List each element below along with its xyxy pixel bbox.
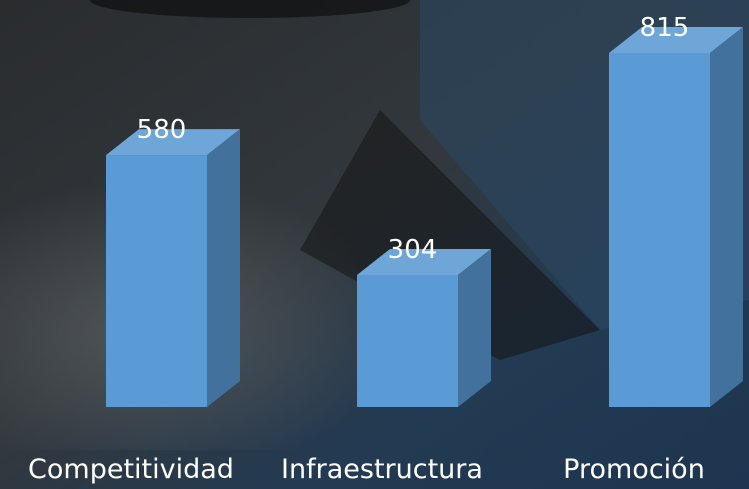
bar-side [710, 27, 743, 407]
value-label: 304 [388, 235, 438, 265]
bar-side [207, 129, 240, 407]
x-tick-label: Competitividad [28, 454, 234, 485]
bar-side [458, 249, 491, 407]
bar [357, 275, 458, 407]
x-tick-label: Infraestructura [281, 454, 483, 485]
chart: 580 Competitividad 304 Infraestructura 815 Pr… [0, 0, 749, 489]
value-label: 580 [137, 115, 187, 145]
bar [609, 53, 710, 407]
x-tick-label: Promoción [563, 454, 705, 485]
bar [106, 155, 207, 407]
value-label: 815 [640, 13, 690, 43]
